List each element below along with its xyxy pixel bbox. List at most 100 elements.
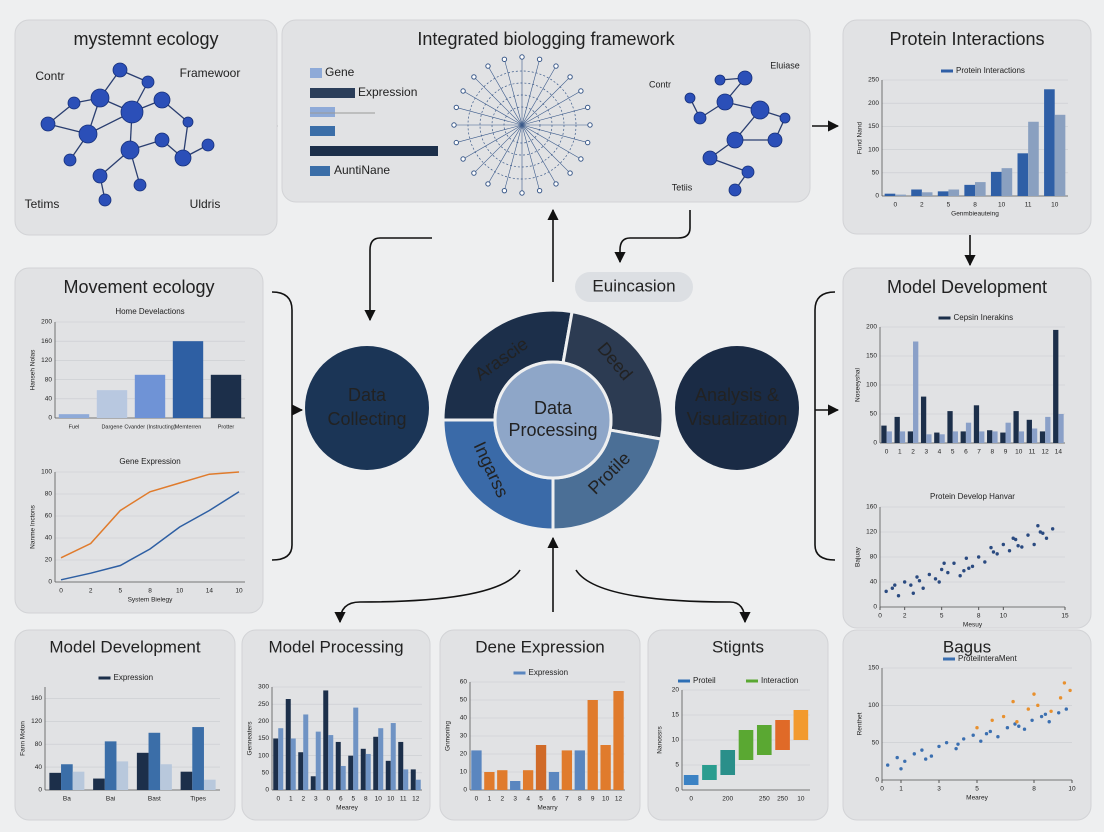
legend-bar — [310, 126, 335, 136]
x-tick-label: 10 — [797, 796, 805, 803]
y-tick-label: 150 — [868, 123, 879, 130]
x-tick-label: 5 — [539, 796, 543, 803]
y-tick-label: 150 — [866, 353, 877, 360]
y-tick-label: 40 — [45, 396, 53, 403]
network-node — [153, 91, 171, 109]
network-label: Framewoor — [180, 66, 241, 80]
network-node — [98, 193, 112, 207]
x-axis-label: System Bielegy — [128, 597, 174, 604]
mesh-node — [485, 181, 491, 187]
x-tick-label: 12 — [1042, 449, 1050, 456]
x-tick-label: 2 — [89, 588, 93, 595]
network-node — [90, 88, 110, 108]
bar — [1054, 114, 1066, 196]
y-tick-label: 0 — [873, 440, 877, 447]
scatter-point — [890, 586, 895, 590]
y-axis-label: Bajuay — [855, 546, 862, 567]
y-tick-label: 100 — [866, 382, 877, 389]
scatter-point — [1016, 544, 1020, 548]
x-tick-label: 9 — [591, 796, 595, 803]
network-node — [716, 93, 734, 111]
arrow — [614, 210, 691, 264]
network-node — [702, 150, 718, 166]
x-axis-label: Mearey — [336, 805, 358, 812]
scatter-point — [1041, 531, 1045, 535]
legend-label: Expression — [358, 85, 417, 99]
mesh-spoke — [521, 107, 588, 126]
hub-label: Data — [534, 398, 573, 418]
bar — [328, 735, 334, 790]
scatter-point — [1062, 681, 1067, 685]
y-tick-label: 0 — [873, 604, 877, 611]
bar — [1026, 419, 1032, 443]
y-tick-label: 0 — [875, 193, 879, 200]
scatter-point — [962, 569, 966, 573]
bar — [203, 779, 216, 790]
scatter-point — [933, 577, 938, 581]
bar — [1028, 121, 1039, 196]
legend-label: Expression — [529, 668, 569, 677]
bar — [926, 434, 932, 443]
mesh-node — [501, 56, 508, 63]
x-tick-label: 11 — [1029, 449, 1036, 456]
panel-title: Stignts — [712, 637, 764, 656]
x-tick-label: 5 — [351, 796, 355, 803]
bar — [561, 750, 573, 790]
x-tick-label: 1 — [898, 449, 902, 456]
bar — [1044, 89, 1055, 196]
legend-bar — [310, 166, 330, 176]
x-axis-label: Mesuy — [963, 622, 983, 629]
bar — [990, 171, 1002, 196]
y-tick-label: 0 — [463, 787, 467, 794]
bar — [335, 741, 341, 790]
scatter-point — [899, 767, 903, 771]
y-tick-label: 30 — [460, 733, 468, 740]
x-tick-label: Cvander (Instructing) — [124, 424, 176, 430]
mesh-node — [536, 56, 543, 63]
x-tick-label: 0 — [880, 786, 884, 793]
scatter-point — [1058, 696, 1063, 700]
legend-label: Expression — [114, 673, 154, 682]
y-tick-label: 0 — [675, 787, 679, 794]
mesh-node — [584, 139, 591, 146]
bar — [947, 411, 953, 443]
network-node — [714, 74, 726, 86]
bar — [613, 691, 624, 790]
y-tick-label: 250 — [258, 701, 269, 708]
scatter-point — [902, 580, 907, 584]
scatter-point — [886, 763, 890, 767]
bar — [49, 772, 62, 790]
mesh-spoke — [487, 65, 523, 126]
x-tick-label: 5 — [940, 613, 944, 620]
mesh-node — [519, 54, 525, 60]
collect-node — [305, 346, 429, 470]
y-tick-label: 0 — [48, 415, 52, 422]
legend-bar — [310, 88, 355, 98]
bar — [907, 431, 914, 443]
bar — [913, 341, 919, 443]
y-tick-label: 20 — [460, 751, 468, 758]
scatter-point — [903, 759, 907, 764]
y-tick-label: 40 — [870, 579, 878, 586]
bar — [285, 699, 291, 790]
mesh-node — [453, 104, 460, 111]
scatter-point — [1036, 524, 1040, 528]
range-bar — [775, 720, 790, 750]
bar — [323, 690, 329, 790]
bar — [310, 776, 316, 790]
bar — [894, 416, 900, 443]
x-tick-label: 10 — [387, 796, 395, 803]
scatter-point — [929, 754, 934, 758]
y-tick-label: 100 — [868, 702, 879, 709]
x-tick-label: Memterren — [175, 424, 202, 430]
legend-bar — [310, 146, 438, 156]
range-bar — [738, 730, 754, 760]
bar — [72, 771, 85, 790]
scatter-point — [942, 561, 946, 565]
y-tick-label: 60 — [460, 679, 468, 686]
scatter-point — [939, 567, 944, 572]
scatter-point — [1064, 707, 1069, 711]
mesh-node — [471, 74, 477, 80]
y-tick-label: 15 — [672, 712, 680, 719]
